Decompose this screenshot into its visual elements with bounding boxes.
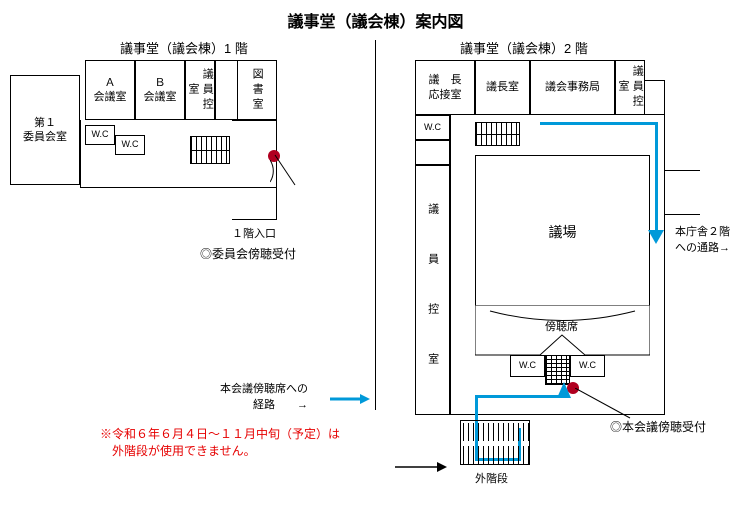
room-giin-hikae2: 議員控室 (615, 60, 645, 115)
black-arrow (395, 460, 450, 474)
door-arc-1f (270, 160, 290, 185)
room-library: 図書室 (237, 60, 277, 120)
floor1-subtitle: 議事堂（議会棟）1 階 (120, 38, 248, 57)
label-2f-reception: ◎本会議傍聴受付 (610, 418, 706, 435)
label-1f-reception: ◎委員会傍聴受付 (200, 245, 296, 262)
room-wc4: W.C (510, 355, 545, 377)
page-title: 議事堂（議会棟）案内図 (0, 0, 751, 32)
room-wc5: W.C (570, 355, 605, 377)
room-gijo: 議場 (475, 155, 650, 310)
room-a: Ａ 会議室 (85, 60, 135, 120)
route-h1 (540, 122, 658, 125)
room-wc2: W.C (115, 135, 145, 155)
room-gicho-ousetsu: 議 長 応接室 (415, 60, 475, 115)
room-wc1: W.C (85, 125, 115, 145)
route-arrowhead2 (557, 382, 571, 398)
route-legend-arrow (330, 394, 370, 404)
label-route: 本会議傍聴席への 経路 → (220, 380, 308, 412)
label-1f-entrance: １階入口 (232, 225, 276, 241)
label-passage: 本庁舎２階 への通路→ (675, 223, 730, 255)
route-h2 (475, 395, 565, 398)
room-wc3: W.C (415, 115, 450, 140)
label-bocho: 傍聴席 (545, 318, 578, 334)
route-arrowhead1 (648, 230, 664, 244)
room-giin-hikae1: 議員控室 (185, 60, 215, 120)
spacer-1f-1 (215, 60, 237, 120)
label-gaikaidan: 外階段 (475, 470, 508, 486)
spacer-2f (645, 80, 665, 115)
floor2-subtitle: 議事堂（議会棟）2 階 (460, 38, 588, 57)
room-b: Ｂ 会議室 (135, 60, 185, 120)
room-giin-hikae-vert: 議 員 控 室 (415, 165, 450, 415)
room-jimukyoku: 議会事務局 (530, 60, 615, 115)
notice-text: ※令和６年６月４日～１１月中旬（予定）は 外階段が使用できません。 (100, 425, 340, 459)
room-committee1: 第１ 委員会室 (10, 75, 80, 185)
center-divider (375, 40, 376, 410)
spacer-2f-2 (415, 140, 450, 165)
route-v1 (655, 122, 658, 237)
room-gichoshitsu: 議長室 (475, 60, 530, 115)
